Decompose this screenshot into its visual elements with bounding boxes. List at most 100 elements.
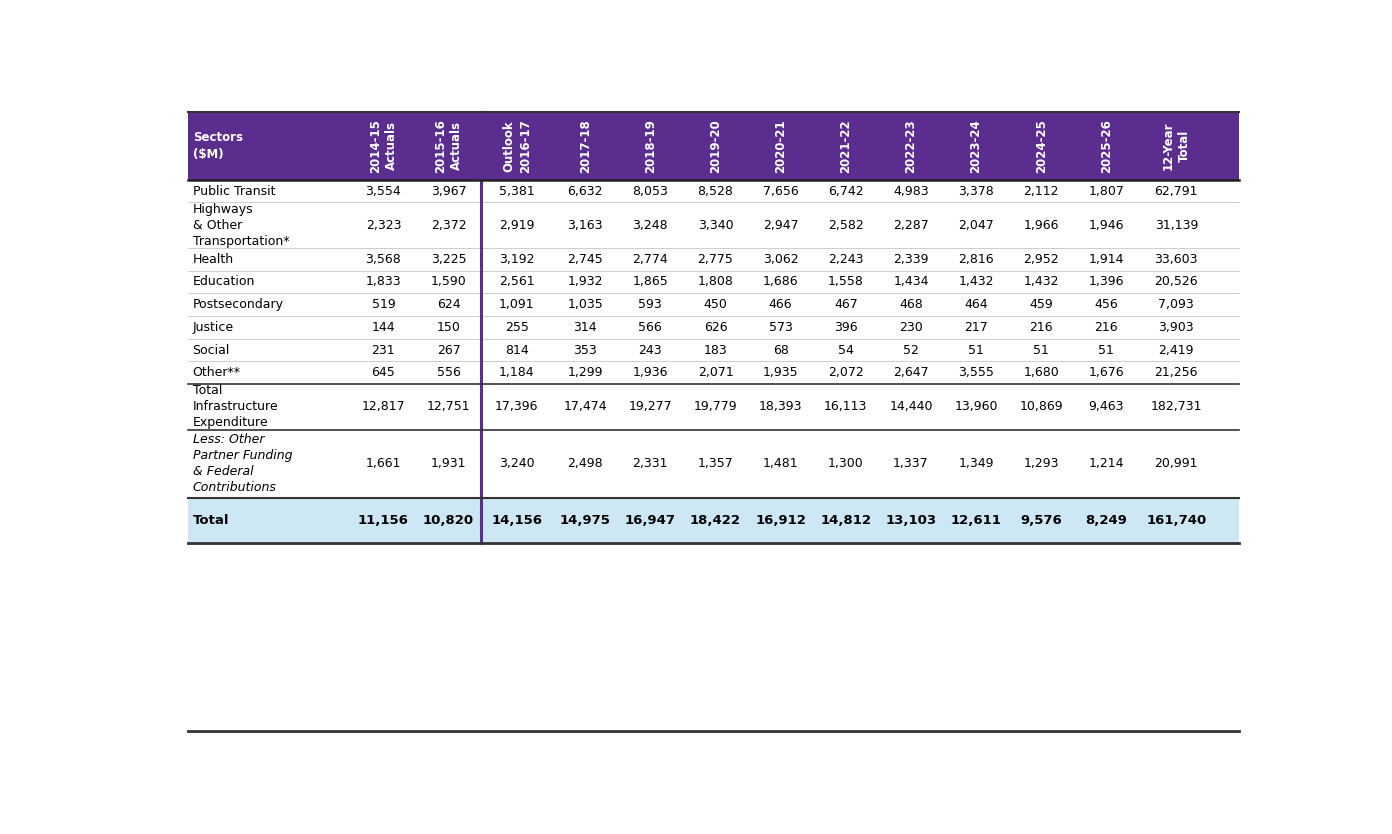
Text: 16,947: 16,947 xyxy=(625,514,677,527)
Text: 2,072: 2,072 xyxy=(828,366,863,379)
Bar xyxy=(188,203,1239,248)
Text: 2,582: 2,582 xyxy=(828,219,863,232)
Bar xyxy=(188,430,1239,498)
Text: 231: 231 xyxy=(372,344,395,357)
Text: 2025-26: 2025-26 xyxy=(1100,118,1114,173)
Text: 1,035: 1,035 xyxy=(568,299,603,311)
Text: 31,139: 31,139 xyxy=(1154,219,1199,232)
Text: Health: Health xyxy=(192,253,234,266)
Text: 1,481: 1,481 xyxy=(763,457,799,470)
Text: 2014-15
Actuals: 2014-15 Actuals xyxy=(369,118,398,173)
Text: 8,249: 8,249 xyxy=(1086,514,1128,527)
Text: 1,590: 1,590 xyxy=(430,275,466,289)
Text: 3,903: 3,903 xyxy=(1158,321,1194,334)
Text: 593: 593 xyxy=(639,299,663,311)
Text: 1,865: 1,865 xyxy=(632,275,668,289)
Bar xyxy=(188,339,1239,361)
Text: 16,912: 16,912 xyxy=(756,514,806,527)
Text: 267: 267 xyxy=(437,344,461,357)
Text: 396: 396 xyxy=(834,321,857,334)
Text: 4,983: 4,983 xyxy=(894,184,928,198)
Text: 2,919: 2,919 xyxy=(500,219,535,232)
Text: 51: 51 xyxy=(969,344,984,357)
Text: 18,393: 18,393 xyxy=(759,400,802,414)
Text: 183: 183 xyxy=(703,344,728,357)
Text: 2,331: 2,331 xyxy=(632,457,668,470)
Text: 519: 519 xyxy=(372,299,395,311)
Text: Education: Education xyxy=(192,275,255,289)
Text: 353: 353 xyxy=(574,344,597,357)
Text: 255: 255 xyxy=(505,321,529,334)
Text: 1,434: 1,434 xyxy=(894,275,928,289)
Text: 12,817: 12,817 xyxy=(362,400,405,414)
Text: 11,156: 11,156 xyxy=(358,514,409,527)
Text: 3,568: 3,568 xyxy=(366,253,401,266)
Text: 3,225: 3,225 xyxy=(430,253,466,266)
Text: 1,966: 1,966 xyxy=(1023,219,1059,232)
Text: 51: 51 xyxy=(1098,344,1115,357)
Text: 2023-24: 2023-24 xyxy=(970,118,983,173)
Text: 2,323: 2,323 xyxy=(366,219,401,232)
Bar xyxy=(188,248,1239,271)
Text: 2,745: 2,745 xyxy=(568,253,603,266)
Text: 1,214: 1,214 xyxy=(1089,457,1125,470)
Text: 2021-22: 2021-22 xyxy=(839,119,852,173)
Text: 14,812: 14,812 xyxy=(820,514,871,527)
Bar xyxy=(188,384,1239,430)
Text: 21,256: 21,256 xyxy=(1154,366,1199,379)
Bar xyxy=(188,361,1239,384)
Bar xyxy=(188,294,1239,316)
Text: 2,498: 2,498 xyxy=(568,457,603,470)
Text: Highways
& Other
Transportation*: Highways & Other Transportation* xyxy=(192,203,290,248)
Text: 9,463: 9,463 xyxy=(1089,400,1125,414)
Text: 2,419: 2,419 xyxy=(1158,344,1194,357)
Text: 6,742: 6,742 xyxy=(828,184,863,198)
Text: 573: 573 xyxy=(768,321,792,334)
Text: 10,820: 10,820 xyxy=(423,514,475,527)
Text: 2020-21: 2020-21 xyxy=(774,119,786,173)
Bar xyxy=(188,498,1239,543)
Text: 12-Year
Total: 12-Year Total xyxy=(1161,122,1192,170)
Text: 243: 243 xyxy=(639,344,663,357)
Text: 1,935: 1,935 xyxy=(763,366,799,379)
Text: Sectors
($M): Sectors ($M) xyxy=(193,131,244,161)
Text: 2,775: 2,775 xyxy=(697,253,734,266)
Text: 33,603: 33,603 xyxy=(1154,253,1199,266)
Bar xyxy=(188,180,1239,203)
Text: 17,396: 17,396 xyxy=(496,400,539,414)
Text: 1,807: 1,807 xyxy=(1089,184,1125,198)
Text: 16,113: 16,113 xyxy=(824,400,867,414)
Text: 556: 556 xyxy=(437,366,461,379)
Text: 1,184: 1,184 xyxy=(500,366,535,379)
Text: Public Transit: Public Transit xyxy=(192,184,276,198)
Text: 20,526: 20,526 xyxy=(1154,275,1199,289)
Text: 2,339: 2,339 xyxy=(894,253,928,266)
Text: 3,248: 3,248 xyxy=(632,219,668,232)
Text: 2,372: 2,372 xyxy=(430,219,466,232)
Text: 12,611: 12,611 xyxy=(951,514,1002,527)
Bar xyxy=(188,316,1239,339)
Text: 1,299: 1,299 xyxy=(568,366,603,379)
Text: 2,047: 2,047 xyxy=(958,219,994,232)
Text: 8,053: 8,053 xyxy=(632,184,668,198)
Text: 3,192: 3,192 xyxy=(500,253,535,266)
Text: 18,422: 18,422 xyxy=(690,514,741,527)
Text: 6,632: 6,632 xyxy=(568,184,603,198)
Text: 2,647: 2,647 xyxy=(894,366,928,379)
Text: 7,656: 7,656 xyxy=(763,184,799,198)
Text: 3,062: 3,062 xyxy=(763,253,799,266)
Text: 1,558: 1,558 xyxy=(828,275,864,289)
Text: 3,555: 3,555 xyxy=(958,366,994,379)
Text: 161,740: 161,740 xyxy=(1146,514,1207,527)
Text: 19,779: 19,779 xyxy=(693,400,738,414)
Text: 645: 645 xyxy=(372,366,395,379)
Text: 13,103: 13,103 xyxy=(885,514,937,527)
Text: 1,914: 1,914 xyxy=(1089,253,1125,266)
Text: 7,093: 7,093 xyxy=(1158,299,1194,311)
Text: 2017-18: 2017-18 xyxy=(579,118,592,173)
Text: 2019-20: 2019-20 xyxy=(709,118,722,173)
Text: 182,731: 182,731 xyxy=(1151,400,1203,414)
Bar xyxy=(188,271,1239,294)
Text: 3,163: 3,163 xyxy=(568,219,603,232)
Text: 13,960: 13,960 xyxy=(955,400,998,414)
